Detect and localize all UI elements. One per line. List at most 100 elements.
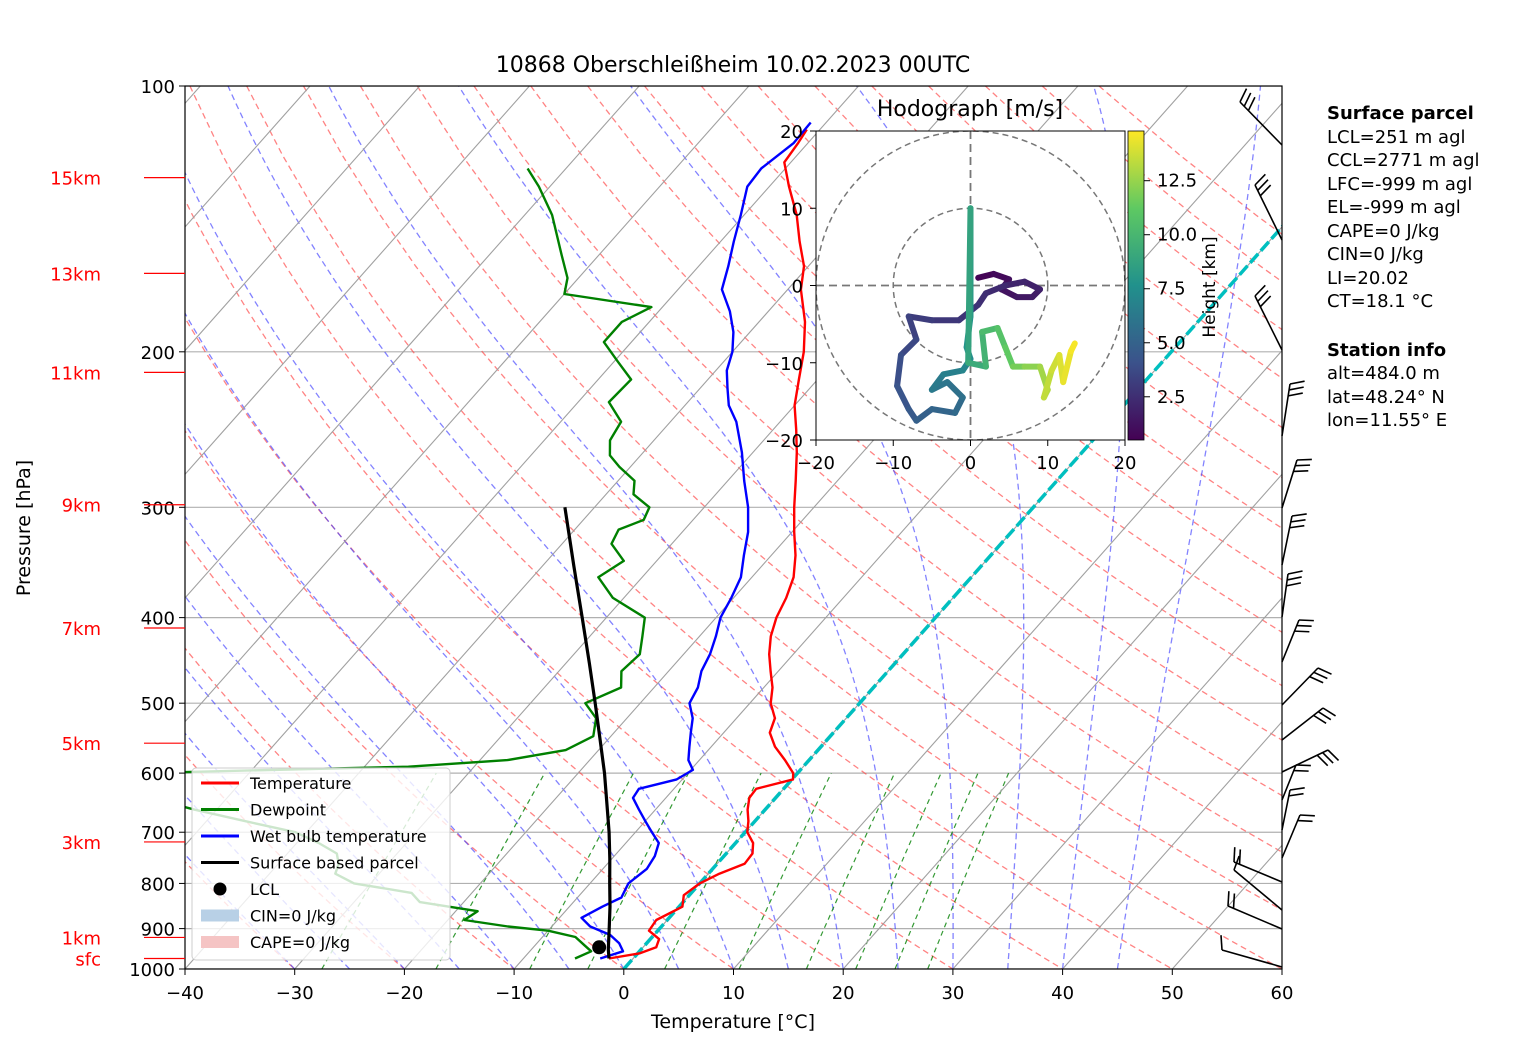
info-line: lon=11.55° E [1327,410,1448,431]
wind-barb-flag [1289,380,1305,385]
wind-barb-staff [1254,295,1283,351]
x-tick-label: 10 [722,983,745,1004]
x-axis-label: Temperature [°C] [650,1011,815,1033]
pressure-tick-label: 500 [141,694,175,715]
x-axis-ticks: −40 −30 −20 −10 0 10 20 30 40 50 60 [166,969,1293,1004]
wind-barb [1227,891,1283,930]
wind-barb [1281,667,1332,706]
isotherm [1062,720,1282,969]
height-marker-label: 13km [50,264,101,285]
wind-barb [1281,787,1305,831]
pressure-tick-label: 900 [141,920,175,941]
pressure-tick-label: 100 [141,77,175,98]
hodograph-x-tick-label: −10 [874,453,912,474]
wind-barb [1281,707,1336,741]
wind-barb-flag [1322,707,1336,717]
hodograph-trace-segment [913,406,935,424]
mixing-ratio-line [855,772,942,969]
wind-barb-flag [1232,893,1236,909]
colorbar-tick-label: 5.0 [1157,333,1186,354]
colorbar-tick-label: 7.5 [1157,279,1186,300]
height-marker-label: 7km [62,619,101,640]
colorbar-label: Height [km] [1200,236,1220,337]
mixing-ratio-line [529,772,635,969]
hodograph-trace-segment [894,352,904,389]
wind-barb-flag [1220,935,1223,951]
wind-barb-staff [1281,515,1293,566]
info-line: lat=48.24° N [1327,386,1445,408]
height-marker-label: 15km [50,169,101,190]
hodograph-x-tick-label: −20 [797,453,835,474]
isotherm [185,86,421,352]
wind-barb-flag [1287,570,1303,575]
wind-barb-flag [1233,855,1240,871]
mixing-ratio-line [738,772,832,969]
wind-barb-flag [1289,787,1305,791]
wind-barb-flag [1238,849,1242,865]
pressure-tick-label: 600 [141,764,175,785]
hodograph-trace-segment [982,282,1009,297]
wind-barb-staff [1281,764,1297,801]
colorbar-tick-label: 12.5 [1157,171,1197,192]
wind-barb [1281,749,1340,773]
wind-barb [1281,570,1303,618]
wind-barb-flag [1293,769,1309,772]
wind-barb-flag [1247,96,1256,111]
info-line: CAPE=0 J/kg [1327,220,1440,242]
pressure-tick-label: 800 [141,874,175,895]
hodograph-trace-segment [965,205,974,366]
wind-barb-flag [1254,173,1266,186]
x-tick-label: −10 [495,983,533,1004]
hodograph-trace-segment [894,382,912,413]
hodograph-y-tick-label: 10 [780,199,803,220]
wind-barb [1233,847,1283,883]
pressure-tick-label: 700 [141,823,175,844]
hodograph-trace-segment [905,313,920,343]
x-tick-label: 60 [1271,983,1294,1004]
height-marker-label: 5km [62,734,101,755]
moist-adiabat [185,312,680,969]
hodograph-y-tick-label: 0 [792,277,803,298]
legend-swatch [213,882,227,896]
hodograph-y-tick-label: −10 [765,354,803,375]
x-tick-label: −30 [276,983,314,1004]
wind-barb-flag [1288,386,1304,391]
moist-adiabat [1116,86,1262,969]
info-line: CIN=0 J/kg [1327,244,1424,265]
series-line-surface-based-parcel [563,507,612,959]
series-line-wet-bulb-temperature [580,121,812,960]
hodograph-y-tick-label: −20 [765,431,803,452]
wind-barb [1220,935,1283,968]
wind-barb-staff [1239,101,1283,146]
wind-barb-flag [1313,714,1327,725]
wind-barb-flag [1257,290,1269,302]
wind-barb-staff [1281,667,1319,706]
wind-barb-flag [1309,675,1324,684]
wind-barb-flag [1286,582,1302,587]
wind-barb-flag [1293,470,1309,473]
x-tick-label: 30 [941,983,964,1004]
height-marker-label: sfc [75,950,101,971]
wind-barb-staff [1233,869,1283,911]
wind-barb-staff [1281,459,1298,509]
legend-label: Temperature [249,774,351,793]
wind-barb-flag [1317,711,1332,721]
info-line: LFC=-999 m agl [1327,173,1473,195]
x-tick-label: 50 [1161,983,1184,1004]
wind-barb-flag [1290,518,1306,523]
pressure-tick-label: 300 [141,498,175,519]
wind-barb-staff [1281,789,1291,831]
info-line: CCL=2771 m agl [1327,150,1480,171]
colorbar-ticks: 2.5 5.0 7.5 10.0 12.5 [1144,171,1197,408]
dry-adiabat [185,539,625,969]
legend-label: Surface based parcel [250,854,419,873]
legend: Temperature Dewpoint Wet bulb temperature S… [191,767,451,961]
wind-barb-staff [1281,619,1300,663]
wind-barb-flag [1297,819,1313,823]
wind-barb [1239,88,1283,146]
moist-adiabat [328,86,844,969]
hodograph-trace-segment [1002,344,1016,370]
info-line: LCL=251 m agl [1327,126,1466,148]
moist-adiabat [227,86,790,969]
